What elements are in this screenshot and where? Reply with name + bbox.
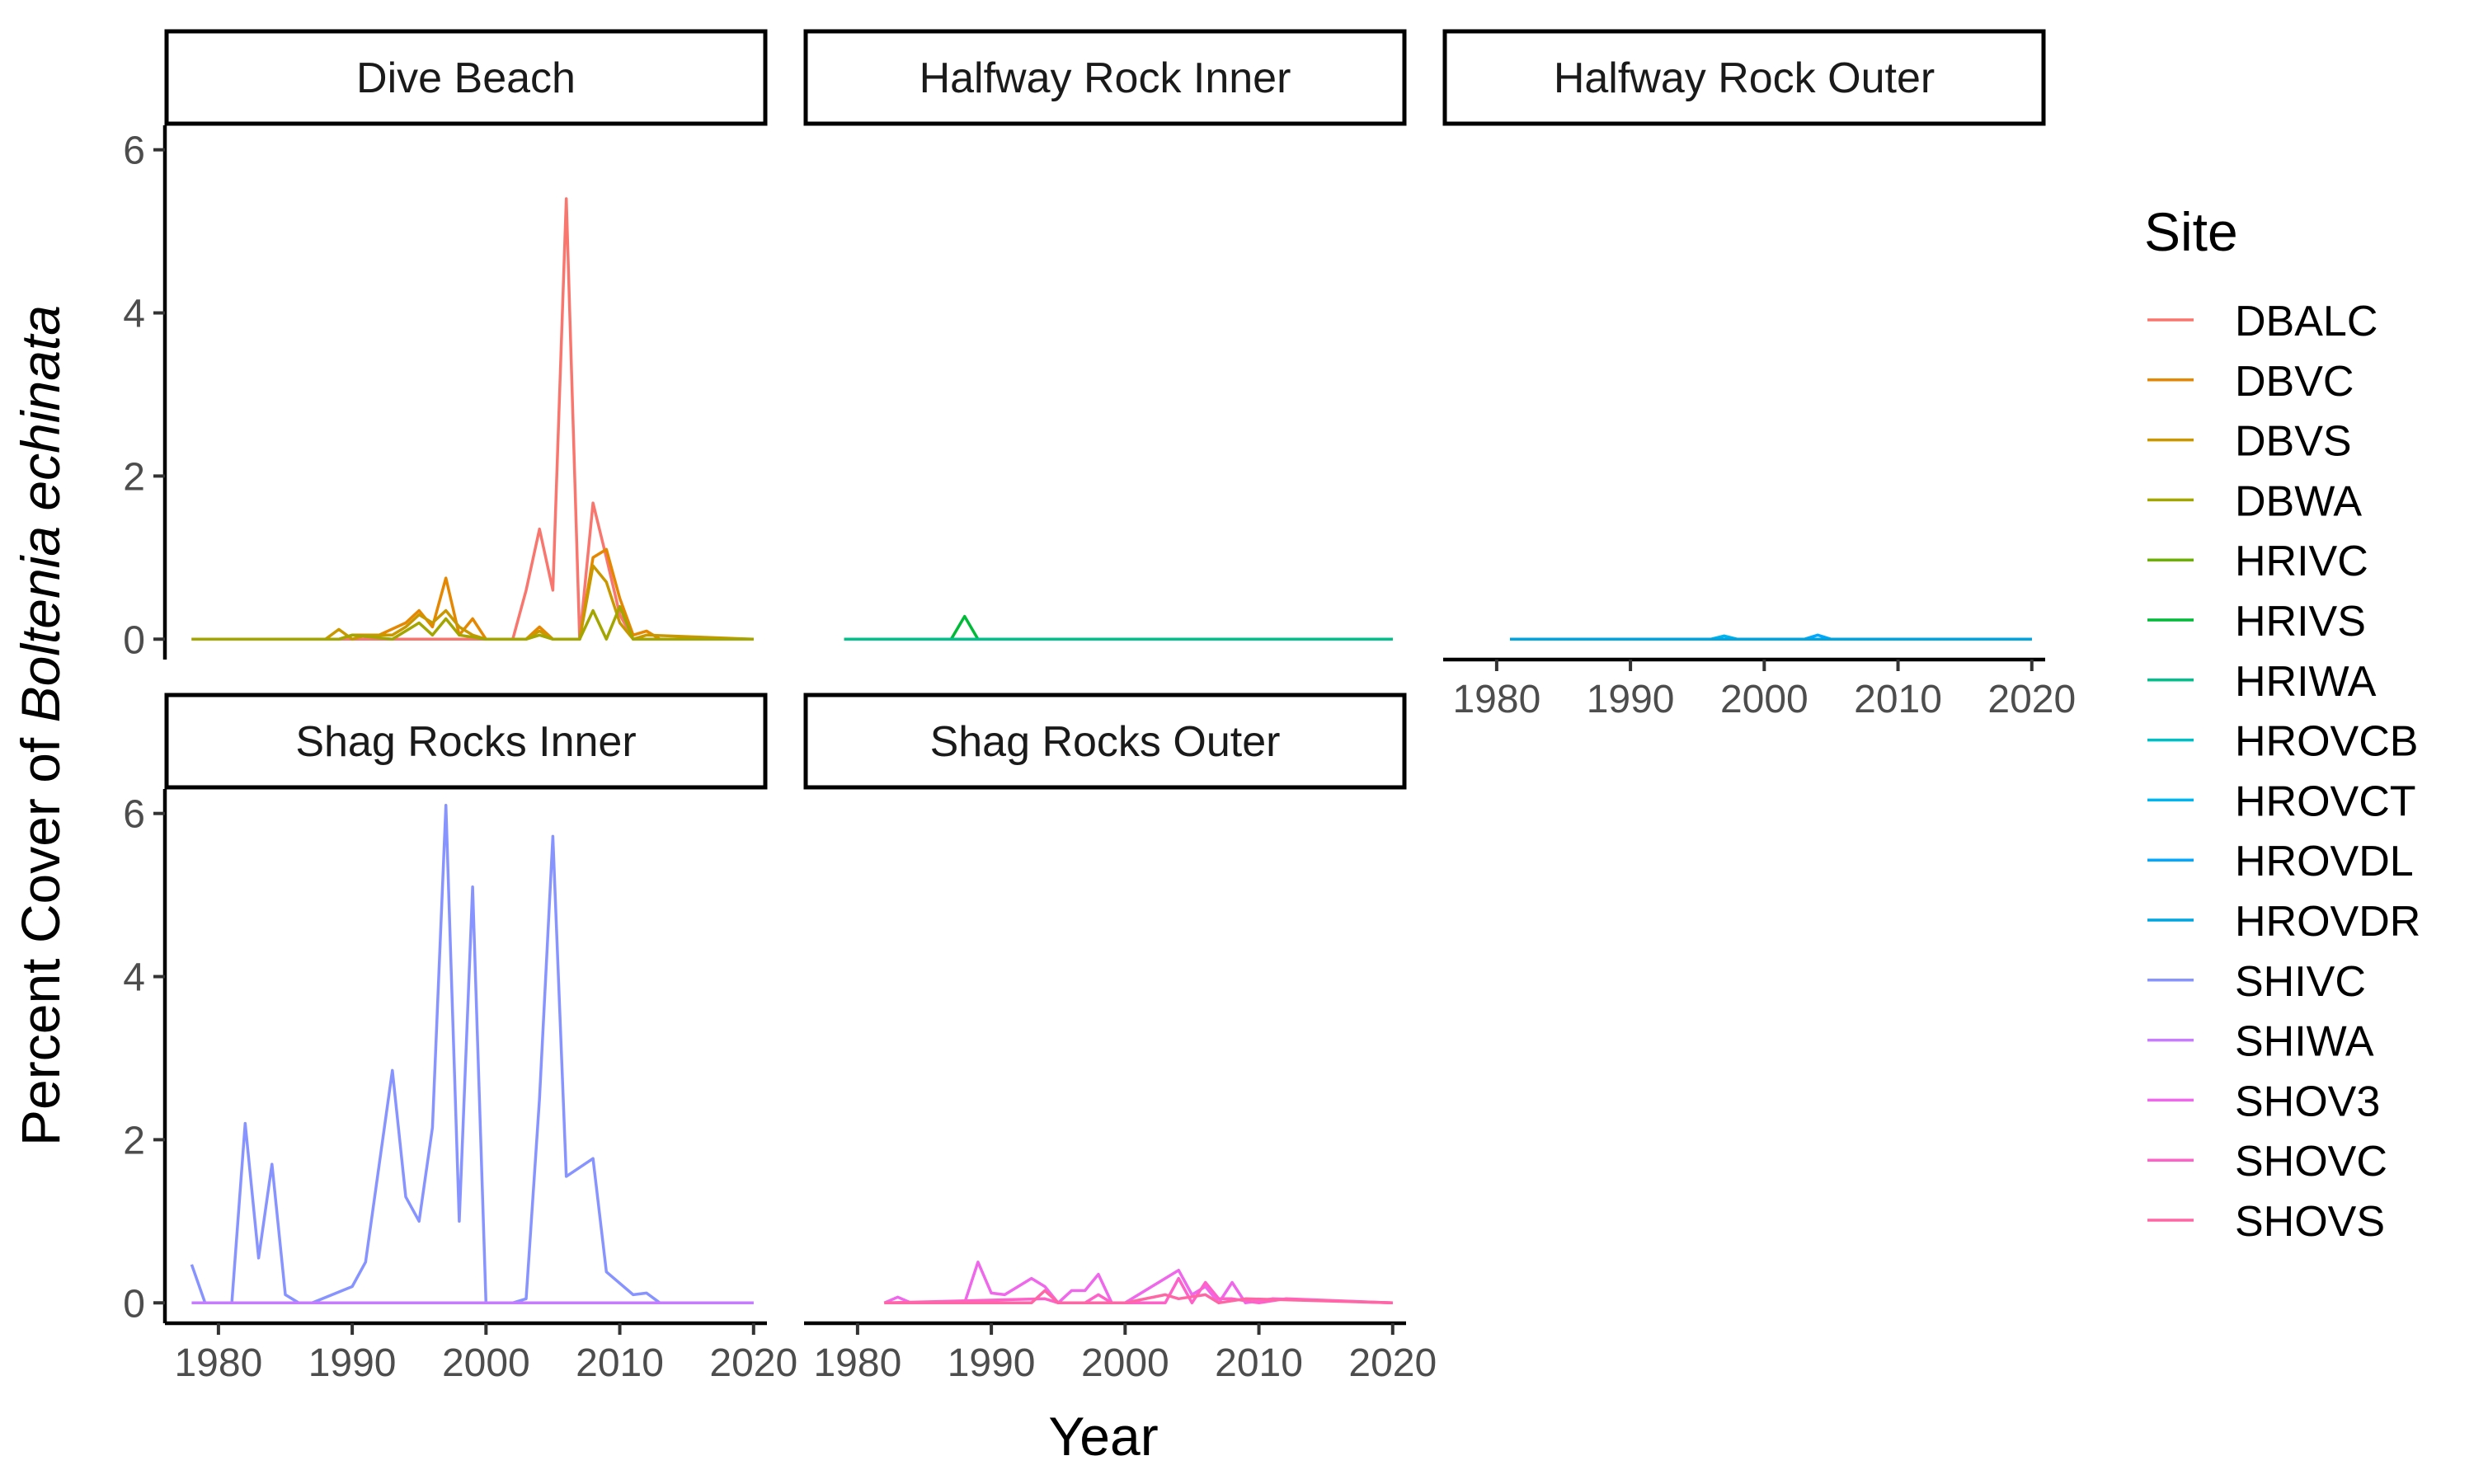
facet-strip-title: Shag Rocks Outer [930, 718, 1281, 766]
facet-strip-title: Shag Rocks Inner [295, 718, 636, 766]
legend-entry-shovs: SHOVS [2147, 1198, 2385, 1246]
series-line-dbalc [191, 197, 754, 641]
x-tick-label: 1980 [1452, 678, 1540, 721]
legend-entry-hrivc: HRIVC [2147, 538, 2368, 585]
y-tick-label: 2 [123, 1119, 145, 1162]
legend-entry-hrovdr: HROVDR [2147, 898, 2420, 946]
facet-strip [164, 693, 768, 790]
legend-label: SHIVC [2235, 958, 2366, 1006]
legend-entry-dbwa: DBWA [2147, 477, 2362, 525]
y-tick-label: 4 [123, 956, 145, 1000]
y-tick-label: 2 [123, 455, 145, 499]
legend-entry-dbvs: DBVS [2147, 418, 2352, 466]
legend-label: DBVS [2235, 418, 2352, 466]
x-tick-label: 2000 [1081, 1341, 1169, 1385]
facet-strip [1442, 29, 2046, 126]
legend-entry-hrivs: HRIVS [2147, 598, 2366, 646]
series-line-dbvc [191, 547, 754, 641]
legend-entry-shivc: SHIVC [2147, 958, 2366, 1006]
facet-strip [164, 29, 768, 126]
legend-entry-shovc: SHOVC [2147, 1138, 2387, 1186]
legend-entry-hrovct: HROVCT [2147, 777, 2416, 825]
legend-entry-shov3: SHOV3 [2147, 1078, 2380, 1125]
legend-label: HROVCB [2235, 718, 2418, 766]
x-tick-label: 2000 [1720, 678, 1808, 721]
y-axis-title: Percent Cover of Boltenia echinata [10, 305, 71, 1146]
panel-halfway-rock-outer: Halfway Rock Outer 1980 1990 2000 2010 2020 [1442, 29, 2076, 721]
x-tick-label: 2010 [1854, 678, 1942, 721]
x-axis-title: Year [1048, 1406, 1158, 1467]
y-tick-label: 0 [123, 618, 145, 662]
legend: Site DBALC DBVC DBVS DBWA HRIVC HRIVS HRIWA HRO… [2144, 201, 2420, 1246]
legend-label: HRIVS [2235, 598, 2366, 646]
facet-panels: Dive Beach 0 2 4 6 Halfway Rock Inner Halfway … [123, 29, 2076, 1385]
legend-title: Site [2144, 201, 2238, 262]
facet-strip-title: Halfway Rock Outer [1554, 54, 1935, 102]
x-tick-label: 1990 [308, 1341, 397, 1385]
legend-label: SHOVC [2235, 1138, 2387, 1186]
panel-shag-rocks-inner: Shag Rocks Inner 0 2 4 6 1980 1990 2000 2010 2020 [123, 693, 797, 1385]
series-line-shivc [190, 804, 754, 1305]
y-tick-label: 6 [123, 129, 145, 173]
legend-entry-hrovcb: HROVCB [2147, 718, 2418, 766]
series-line-shov3 [883, 1261, 1393, 1305]
legend-label: DBALC [2235, 298, 2378, 345]
x-tick-label: 1980 [813, 1341, 901, 1385]
x-tick-label: 2010 [576, 1341, 664, 1385]
x-tick-label: 2020 [709, 1341, 797, 1385]
facet-strip [803, 29, 1407, 126]
facet-strip-title: Dive Beach [356, 54, 576, 102]
series-line-dbwa [191, 604, 754, 641]
legend-entry-dbalc: DBALC [2147, 298, 2378, 345]
legend-entry-dbvc: DBVC [2147, 358, 2354, 406]
facet-strip [803, 693, 1407, 790]
y-axis-title-species: Boltenia echinata [10, 305, 71, 722]
legend-label: SHOV3 [2235, 1078, 2380, 1125]
x-tick-label: 1980 [174, 1341, 262, 1385]
legend-entry-hriwa: HRIWA [2147, 658, 2377, 706]
y-tick-label: 0 [123, 1282, 145, 1326]
series-line-dbvs [191, 564, 754, 641]
x-tick-label: 2020 [1348, 1341, 1437, 1385]
y-tick-label: 6 [123, 793, 145, 837]
legend-label: SHIWA [2235, 1018, 2374, 1066]
legend-label: SHOVS [2235, 1198, 2385, 1246]
x-tick-label: 2000 [442, 1341, 530, 1385]
legend-label: HROVDR [2235, 898, 2420, 946]
legend-entry-hrovdl: HROVDL [2147, 838, 2414, 885]
series-line-shovs [884, 1289, 1393, 1305]
x-tick-label: 2010 [1215, 1341, 1303, 1385]
legend-label: DBWA [2235, 477, 2362, 525]
legend-label: HROVDL [2235, 838, 2414, 885]
facet-strip-title: Halfway Rock Inner [920, 54, 1291, 102]
panel-halfway-rock-inner: Halfway Rock Inner [803, 29, 1407, 641]
legend-label: HROVCT [2235, 777, 2416, 825]
y-axis-title-prefix: Percent Cover of [10, 722, 71, 1146]
x-tick-label: 2020 [1987, 678, 2076, 721]
legend-label: DBVC [2235, 358, 2354, 406]
legend-label: HRIVC [2235, 538, 2368, 585]
legend-label: HRIWA [2235, 658, 2377, 706]
x-tick-label: 1990 [948, 1341, 1036, 1385]
x-tick-label: 1990 [1587, 678, 1675, 721]
panel-dive-beach: Dive Beach 0 2 4 6 [123, 29, 768, 662]
series-line-hrivs [844, 614, 1393, 641]
y-tick-label: 4 [123, 293, 145, 336]
legend-entry-shiwa: SHIWA [2147, 1018, 2374, 1066]
panel-shag-rocks-outer: Shag Rocks Outer 1980 1990 2000 2010 2020 [803, 693, 1437, 1385]
